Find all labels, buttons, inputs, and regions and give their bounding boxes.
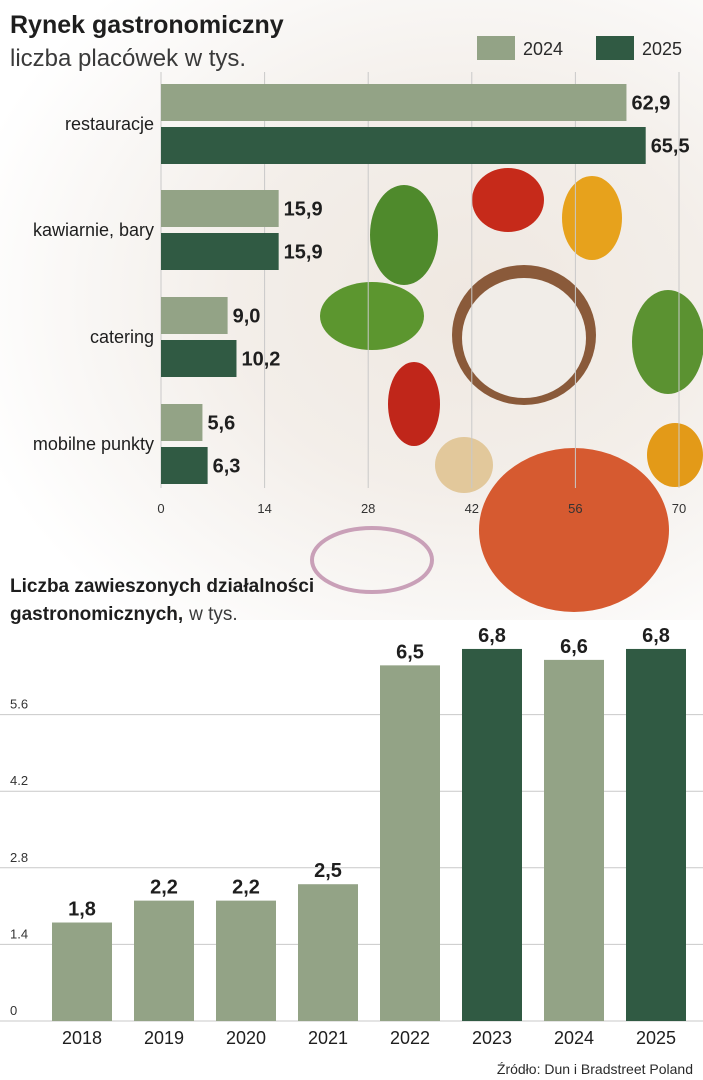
chart2-bar-2024 (544, 659, 604, 1021)
chart1-value-label: 62,9 (631, 93, 670, 115)
chart1-bar-2024 (161, 404, 203, 441)
chart1-x-tick-label: 28 (361, 501, 375, 516)
chart1-bar-2024 (161, 190, 279, 227)
vertical-bar-chart: 0 1.4 2.8 4.2 5.6 1,8 2018 2,2 2019 2,2 2020 2,5 202… (0, 625, 703, 1048)
chart2-bar-2023 (462, 648, 522, 1021)
chart2-x-tick-label: 2022 (390, 1028, 430, 1048)
chart1-title: Rynek gastronomiczny (10, 11, 284, 39)
legend-swatch-2024 (477, 36, 515, 60)
chart2-value-label: 2,5 (314, 860, 342, 882)
food-photo-decoration (310, 168, 703, 612)
chart1-value-label: 6,3 (213, 456, 241, 478)
chart2-x-tick-label: 2021 (308, 1028, 348, 1048)
chart2-y-tick-label: 0 (10, 1003, 17, 1018)
chart2-x-tick-label: 2023 (472, 1028, 512, 1048)
chart2-value-label: 6,6 (560, 636, 588, 658)
chart1-value-label: 15,9 (284, 199, 323, 221)
chart2-bar-2019 (134, 900, 194, 1021)
chart2-bar-2021 (298, 884, 358, 1021)
chart2-title-line2: gastronomicznych, (10, 604, 183, 625)
chart2-title: Liczba zawieszonych działalności gastron… (10, 576, 319, 625)
chart2-y-tick-label: 5.6 (10, 697, 28, 712)
chart1-bar-2024 (161, 297, 228, 334)
chart2-value-label: 6,5 (396, 641, 424, 663)
chart1-x-tick-label: 42 (465, 501, 479, 516)
chart1-bar-2024 (161, 84, 627, 121)
legend-swatch-2025 (596, 36, 634, 60)
legend: 2024 2025 (477, 36, 682, 60)
chart2-bar-2025 (626, 648, 686, 1021)
horizontal-bar-chart: 0 14 28 42 56 70 62,9 65,5 restauracje 15,9 15,9 ka… (33, 72, 690, 516)
chart1-x-tick-label: 0 (157, 501, 164, 516)
chart2-value-label: 2,2 (232, 877, 260, 899)
chart1-category-label: catering (90, 327, 154, 347)
chart1-subtitle: liczba placówek w tys. (10, 45, 246, 72)
chart1-bar-2025 (161, 233, 279, 270)
chart2-value-label: 6,8 (642, 625, 670, 647)
chart2-x-tick-label: 2018 (62, 1028, 102, 1048)
chart2-bar-2018 (52, 922, 112, 1021)
chart2-x-tick-label: 2020 (226, 1028, 266, 1048)
chart1-x-tick-label: 56 (568, 501, 582, 516)
source-note: Źródło: Dun i Bradstreet Poland (497, 1061, 693, 1077)
chart2-title-suffix: w tys. (188, 604, 238, 625)
chart2-x-tick-label: 2019 (144, 1028, 184, 1048)
chart2-y-tick-label: 2.8 (10, 850, 28, 865)
chart1-value-label: 9,0 (233, 306, 261, 328)
chart1-bar-2025 (161, 447, 208, 484)
chart2-value-label: 1,8 (68, 899, 96, 921)
chart1-bar-2025 (161, 127, 646, 164)
legend-label-2025: 2025 (642, 39, 682, 59)
chart1-x-tick-label: 14 (257, 501, 271, 516)
chart1-value-label: 5,6 (207, 413, 235, 435)
chart2-title-line1: Liczba zawieszonych działalności (10, 576, 314, 597)
chart2-bar-2020 (216, 900, 276, 1021)
chart2-value-label: 6,8 (478, 625, 506, 647)
chart2-y-tick-label: 1.4 (10, 926, 28, 941)
chart1-value-label: 15,9 (284, 242, 323, 264)
chart2-x-tick-label: 2025 (636, 1028, 676, 1048)
chart1-category-label: restauracje (65, 114, 154, 134)
chart2-value-label: 2,2 (150, 877, 178, 899)
chart1-value-label: 10,2 (241, 349, 280, 371)
chart1-value-label: 65,5 (651, 136, 690, 158)
chart2-y-tick-label: 4.2 (10, 773, 28, 788)
chart1-category-label: kawiarnie, bary (33, 220, 154, 240)
chart1-category-label: mobilne punkty (33, 434, 154, 454)
chart1-bar-2025 (161, 340, 237, 377)
chart1-x-tick-label: 70 (672, 501, 686, 516)
legend-label-2024: 2024 (523, 39, 563, 59)
chart2-bar-2022 (380, 665, 440, 1021)
chart2-x-tick-label: 2024 (554, 1028, 594, 1048)
